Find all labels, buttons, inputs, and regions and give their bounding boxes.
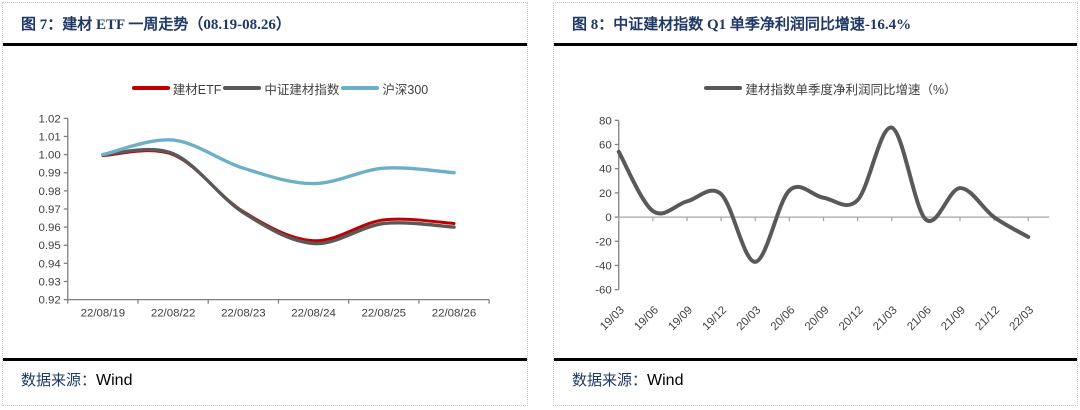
legend-label: 建材指数单季度净利润同比增速（%）	[745, 82, 957, 97]
x-tick-label: 22/08/19	[81, 308, 126, 320]
figure-8-panel: 图 8：中证建材指数 Q1 单季净利润同比增速-16.4% 建材指数单季度净利润…	[553, 2, 1078, 406]
x-tick-label: 20/09	[803, 304, 832, 333]
data-source-label: 数据来源：	[21, 373, 97, 389]
legend-label: 中证建材指数	[264, 82, 340, 97]
y-tick-label: 0.94	[39, 258, 62, 270]
legend-label: 沪深300	[382, 82, 429, 97]
x-tick-label: 21/06	[905, 304, 934, 333]
legend-line-swatch	[341, 86, 380, 90]
y-tick-label: 0.99	[39, 168, 61, 180]
y-tick-label: -60	[595, 285, 612, 297]
y-tick-label: 0.92	[39, 295, 61, 307]
y-tick-label: 0.93	[39, 276, 61, 288]
series-line-1	[101, 147, 456, 246]
footer-divider-line	[3, 358, 527, 361]
x-tick-label: 20/12	[837, 304, 866, 333]
data-source-label: 数据来源：	[572, 373, 648, 389]
x-tick-label: 20/03	[735, 304, 764, 333]
x-tick-label: 19/06	[632, 304, 661, 333]
figure-7-line-chart: 1.02 1.01 1.00 0.99 0.98 0.97 0.96 0.95 0.94 0.93…	[39, 113, 490, 320]
figure-8-title: 图 8：中证建材指数 Q1 单季净利润同比增速-16.4%	[572, 17, 912, 33]
y-tick-label: 0.96	[39, 222, 61, 234]
legend-line-swatch	[704, 86, 743, 90]
figure-7-panel: 图 7：建材 ETF 一周走势（08.19-08.26） 建材ETF 中证建材指数…	[2, 2, 528, 406]
x-tick-label: 21/09	[939, 304, 968, 333]
y-tick-label: 40	[599, 164, 612, 176]
x-tick-label: 22/03	[1008, 304, 1037, 333]
footer-divider-line	[554, 358, 1077, 361]
y-tick-label: 1.02	[39, 113, 61, 125]
figure-7-title: 图 7：建材 ETF 一周走势（08.19-08.26）	[21, 17, 291, 33]
legend-line-swatch	[131, 86, 170, 90]
x-tick-label: 20/06	[769, 304, 798, 333]
x-tick-label: 22/08/25	[362, 308, 407, 320]
x-tick-label: 19/09	[666, 304, 695, 333]
x-tick-label: 21/12	[973, 304, 1002, 333]
series-line-0	[101, 149, 456, 243]
x-tick-label: 21/03	[871, 304, 900, 333]
y-tick-label: -20	[595, 236, 612, 248]
legend-item: 建材ETF	[131, 79, 222, 98]
y-tick-label: 0	[605, 212, 611, 224]
y-tick-label: 60	[599, 140, 612, 152]
x-tick-label: 22/08/24	[291, 308, 336, 320]
data-source-value: Wind	[647, 372, 684, 389]
y-tick-label: 0.98	[39, 186, 61, 198]
legend-item: 中证建材指数	[223, 79, 339, 98]
legend-item: 沪深300	[341, 79, 428, 98]
x-tick-label: 19/12	[700, 304, 729, 333]
x-tick-label: 22/08/23	[221, 308, 266, 320]
y-tick-label: -40	[595, 260, 612, 272]
legend-item: 建材指数单季度净利润同比增速（%）	[704, 79, 957, 98]
figure-8-legend: 建材指数单季度净利润同比增速（%）	[594, 79, 1067, 97]
legend-label: 建材ETF	[172, 82, 222, 97]
x-tick-label: 22/08/22	[151, 308, 196, 320]
y-tick-label: 0.95	[39, 240, 61, 252]
data-source-row: 数据来源：Wind	[21, 369, 132, 390]
y-tick-label: 20	[599, 188, 612, 200]
y-tick-label: 0.97	[39, 204, 61, 216]
series-line-2	[101, 138, 456, 186]
figure-7-legend: 建材ETF 中证建材指数 沪深300	[43, 79, 517, 97]
title-divider-line	[554, 43, 1077, 46]
x-tick-label: 22/08/26	[432, 308, 477, 320]
series-line-0	[616, 125, 1031, 264]
data-source-row: 数据来源：Wind	[572, 369, 683, 390]
legend-line-swatch	[223, 86, 262, 90]
data-source-value: Wind	[96, 372, 133, 389]
title-divider-line	[3, 43, 527, 46]
y-tick-label: 1.00	[39, 150, 61, 162]
x-tick-label: 19/03	[598, 304, 627, 333]
y-tick-label: 80	[599, 115, 612, 127]
y-tick-label: 1.01	[39, 131, 61, 143]
